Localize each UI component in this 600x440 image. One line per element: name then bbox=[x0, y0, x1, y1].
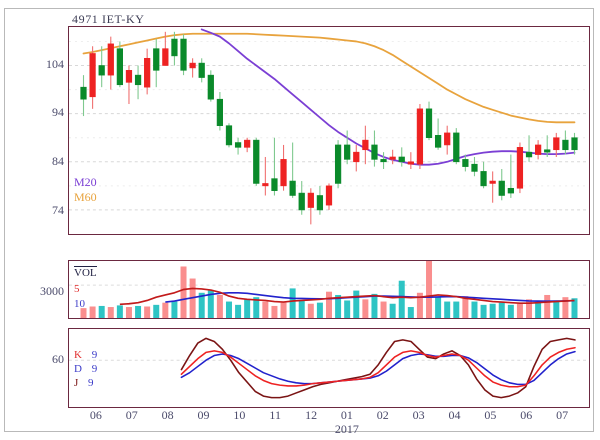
kdj-legend-j: J 9 bbox=[74, 377, 94, 390]
kdj-legend-k: K 9 bbox=[74, 349, 97, 362]
x-axis-tick: 06 bbox=[520, 408, 533, 422]
price-ytick-84: 84 bbox=[52, 154, 64, 169]
x-axis-tick: 09 bbox=[197, 408, 210, 422]
x-axis-tick: 10 bbox=[233, 408, 246, 422]
kdj-ytick-60: 60 bbox=[52, 352, 64, 366]
kdj-k-value: 9 bbox=[91, 349, 98, 361]
symbol-header: 4971 IET-KY bbox=[72, 12, 145, 26]
x-axis: 06 07 08 09 10 11 12 01 2017 02 03 04 05 06 07 bbox=[68, 408, 590, 438]
kdj-j-label: J bbox=[74, 377, 79, 389]
volume-ytick-3000: 3000 bbox=[40, 284, 64, 298]
price-ytick-104: 104 bbox=[46, 56, 64, 71]
volume-legend-vol-text: VOL bbox=[74, 266, 97, 279]
x-axis-tick: 05 bbox=[484, 408, 497, 422]
kdj-legend-d: D 9 bbox=[74, 363, 97, 376]
volume-bars-svg bbox=[69, 261, 589, 318]
x-axis-tick: 02 bbox=[376, 408, 389, 422]
legend-m60: M60 bbox=[74, 190, 97, 204]
x-axis-tick: 01 bbox=[340, 408, 353, 422]
x-axis-tick: 07 bbox=[556, 408, 569, 422]
kdj-d-value: 9 bbox=[91, 363, 98, 375]
kdj-k-label: K bbox=[74, 349, 82, 361]
kdj-j-value: 9 bbox=[88, 377, 94, 389]
price-ytick-94: 94 bbox=[52, 105, 64, 120]
x-axis-tick: 06 bbox=[89, 408, 102, 422]
kdj-panel[interactable] bbox=[68, 328, 590, 408]
price-ytick-74: 74 bbox=[52, 202, 64, 217]
volume-panel[interactable] bbox=[68, 260, 590, 319]
volume-legend-ma10: 10 bbox=[74, 298, 85, 310]
x-axis-tick: 04 bbox=[448, 408, 461, 422]
x-axis-tick: 12 bbox=[305, 408, 318, 422]
volume-legend-ma5: 5 bbox=[74, 283, 80, 295]
volume-legend-title: VOL bbox=[74, 266, 97, 279]
x-axis-tick: 03 bbox=[412, 408, 425, 422]
x-axis-tick: 07 bbox=[125, 408, 138, 422]
kdj-lines-svg bbox=[69, 337, 589, 399]
x-axis-tick: 11 bbox=[269, 408, 281, 422]
price-candlestick-svg bbox=[69, 28, 589, 225]
x-axis-year-label: 2017 bbox=[334, 422, 359, 436]
legend-m20: M20 bbox=[74, 175, 97, 189]
price-panel[interactable] bbox=[68, 26, 590, 235]
kdj-d-label: D bbox=[74, 363, 82, 375]
x-axis-tick: 08 bbox=[161, 408, 174, 422]
